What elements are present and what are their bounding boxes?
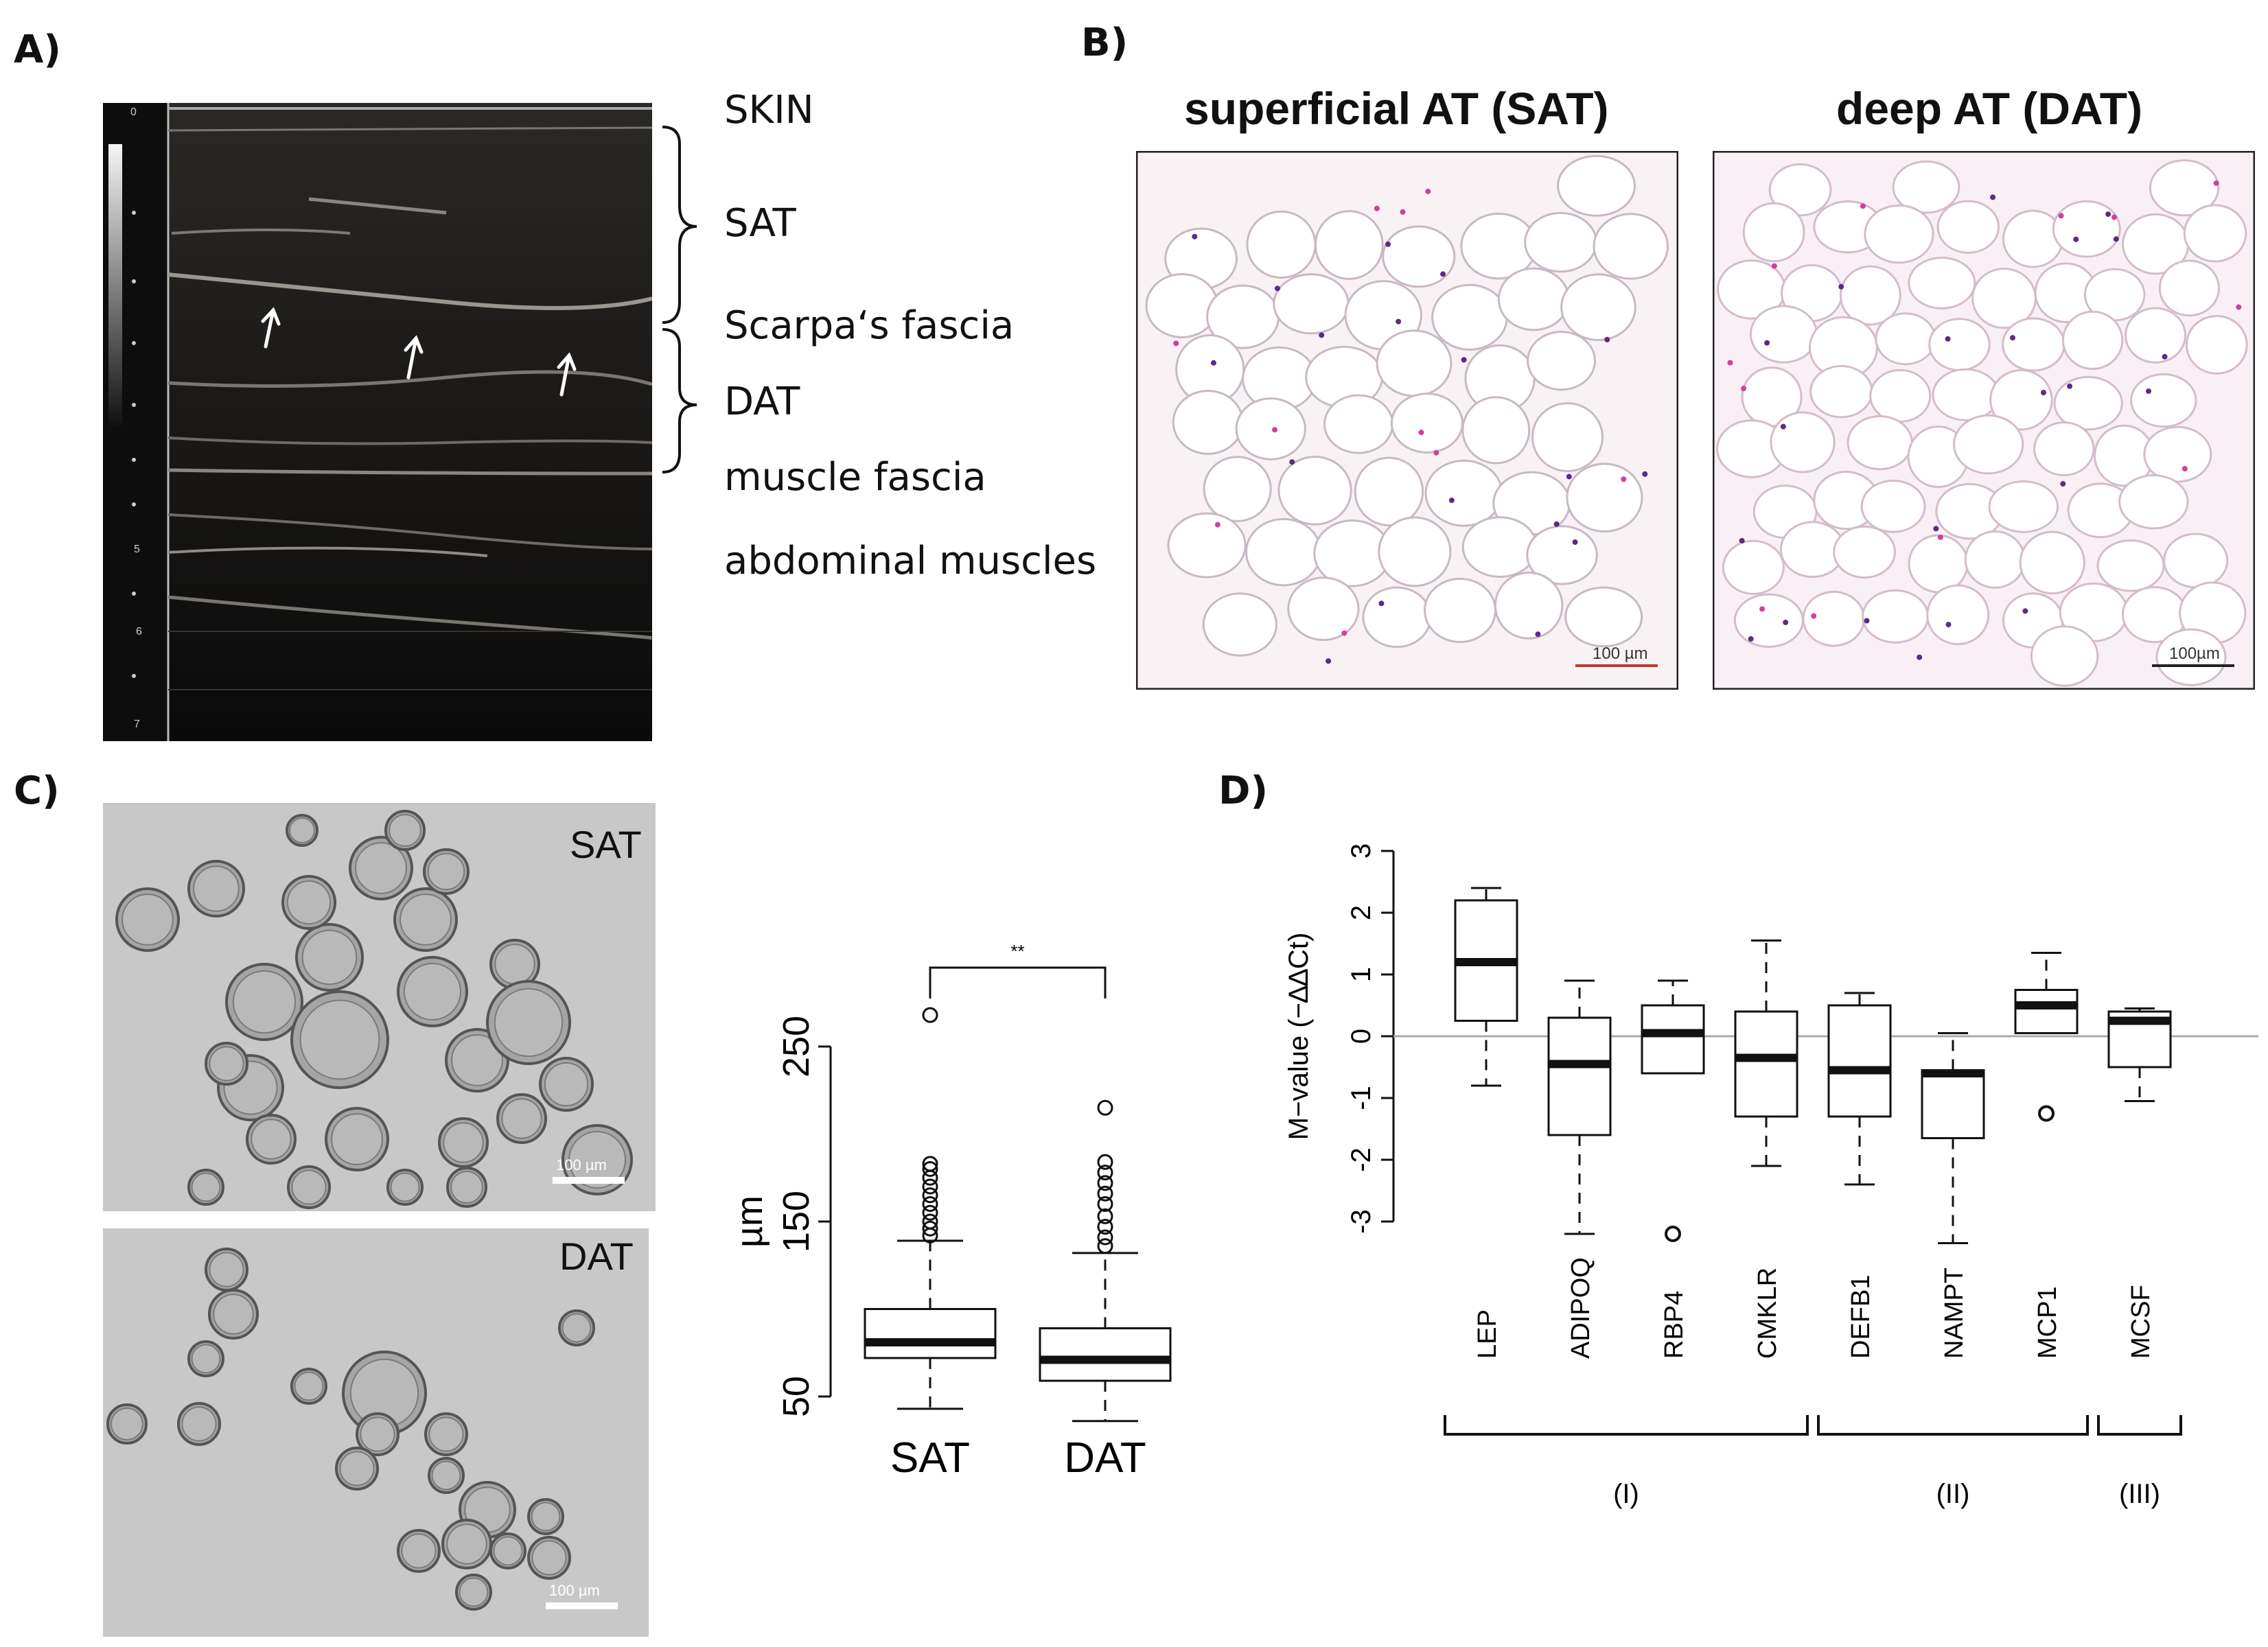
histology-title-sat: superficial AT (SAT) (1184, 83, 1609, 134)
outlier (922, 1007, 938, 1023)
box (2014, 989, 2079, 1034)
outlier (922, 1196, 938, 1212)
x-tick-label: ADIPOQ (1566, 1257, 1595, 1359)
outlier (922, 1187, 938, 1204)
outlier (1097, 1154, 1113, 1170)
label-scarpa-fascia: Scarpa‘s fascia (724, 303, 1015, 348)
panel-a-label: A) (14, 27, 61, 72)
y-axis-label: M−value (−∆∆Ct) (1284, 933, 1314, 1140)
group-bracket (2097, 1415, 2182, 1436)
box (1547, 1016, 1612, 1136)
label-abdominal-muscles: abdominal muscles (724, 539, 1097, 583)
scalebar-label: 100 µm (1593, 644, 1648, 663)
depth-tick: 0 (130, 106, 137, 118)
arrow-icon (404, 335, 424, 379)
x-tick-label: SAT (890, 1434, 970, 1482)
x-tick-label: LEP (1473, 1309, 1502, 1359)
adipocyte-image-dat: DAT 100 µm (103, 1228, 649, 1637)
label-muscle-fascia: muscle fascia (724, 455, 986, 500)
outlier (1097, 1208, 1113, 1224)
scalebar-label: 100µm (2169, 644, 2220, 663)
group-bracket (1817, 1415, 2089, 1436)
histology-image-dat: 100µm (1713, 151, 2255, 690)
y-axis-label: µm (729, 1195, 770, 1248)
group-label: (III) (2119, 1479, 2160, 1509)
significance-label: ** (1010, 941, 1024, 961)
y-tick-label: 2 (1346, 905, 1376, 920)
y-tick-label: 3 (1346, 843, 1376, 858)
outlier (1665, 1226, 1681, 1242)
panel-c-label: C) (14, 769, 60, 813)
outlier (922, 1204, 938, 1221)
arrow-icon (261, 307, 281, 349)
outlier (922, 1213, 938, 1230)
depth-tick: 7 (134, 719, 140, 730)
y-tick-label: 150 (776, 1191, 817, 1252)
x-tick-label: NAMPT (1940, 1268, 1969, 1359)
y-tick-label: 50 (776, 1376, 817, 1417)
outlier (1097, 1229, 1113, 1246)
x-tick-label: DEFB1 (1847, 1275, 1875, 1359)
image-label-dat: DAT (559, 1235, 634, 1278)
histology-image-sat: 100 µm (1136, 151, 1678, 690)
label-dat: DAT (724, 379, 800, 424)
outlier (922, 1156, 938, 1172)
histology-title-dat: deep AT (DAT) (1836, 83, 2143, 134)
outlier (1097, 1238, 1113, 1254)
box (1039, 1327, 1172, 1382)
y-tick-label: 1 (1346, 967, 1376, 982)
panel-d-label: D) (1218, 769, 1269, 813)
label-skin: SKIN (724, 88, 814, 132)
significance-bracket (929, 966, 1107, 998)
box (1641, 1004, 1705, 1075)
gene-expression-boxplot: -3 -2 -1 0 1 2 3 M−value (−∆∆Ct) LEP ADIPOQ RBP4 CM… (1284, 843, 2258, 1509)
outlier (1097, 1165, 1113, 1181)
depth-tick: 5 (134, 544, 140, 555)
x-tick-label: CMKLR (1753, 1268, 1782, 1359)
x-tick-label: RBP4 (1660, 1291, 1689, 1359)
adipocyte-image-sat: SAT 100 µm (103, 803, 656, 1211)
x-tick-label: MCP1 (2033, 1286, 2062, 1359)
x-tick-label: DAT (1064, 1434, 1146, 1482)
sat-brace (662, 126, 697, 474)
group-label: (II) (1936, 1479, 1970, 1509)
outlier (1097, 1185, 1113, 1202)
y-tick-label: -2 (1346, 1147, 1376, 1172)
group-bracket (1444, 1415, 1809, 1436)
outlier (1097, 1196, 1113, 1212)
outlier (1097, 1219, 1113, 1235)
y-tick-label: -1 (1346, 1086, 1376, 1110)
outlier (922, 1220, 938, 1237)
box (1921, 1069, 1985, 1139)
y-tick-label: 250 (776, 1016, 817, 1077)
y-tick-label: -3 (1346, 1209, 1376, 1234)
ultrasound-image: 0 5 6 7 (103, 103, 652, 741)
outlier (1097, 1099, 1113, 1116)
outlier (922, 1178, 938, 1195)
cell-size-boxplot: 50 150 250 µm SAT DAT ** (729, 941, 1172, 1482)
box (1827, 1004, 1892, 1118)
depth-tick: 6 (136, 626, 142, 638)
scalebar-label: 100 µm (549, 1582, 600, 1599)
panel-b-label: B) (1081, 21, 1129, 65)
y-tick-label: 0 (1346, 1029, 1376, 1044)
outlier (2038, 1105, 2055, 1122)
scalebar-label: 100 µm (556, 1156, 607, 1173)
label-sat: SAT (724, 201, 796, 246)
box (864, 1308, 997, 1359)
group-label: (I) (1613, 1479, 1639, 1509)
arrow-icon (557, 352, 577, 397)
x-tick-label: MCSF (2127, 1285, 2155, 1359)
outlier (922, 1161, 938, 1177)
box (1734, 1010, 1798, 1118)
image-label-sat: SAT (570, 823, 642, 866)
outlier (1097, 1175, 1113, 1191)
